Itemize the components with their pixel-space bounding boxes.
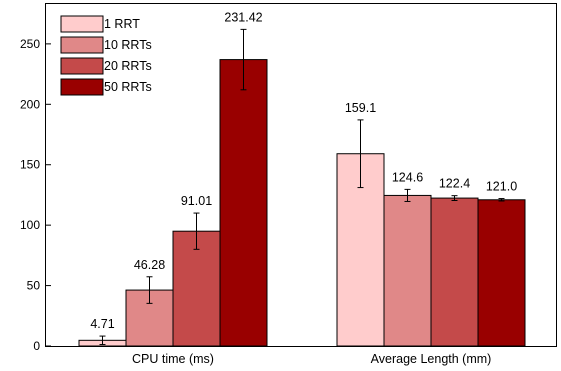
legend: 1 RRT 10 RRTs 20 RRTs 50 RRTs: [60, 15, 152, 96]
data-label: 91.01: [181, 194, 212, 208]
data-label: 46.28: [134, 258, 165, 272]
x-category-label: CPU time (ms): [132, 352, 214, 366]
y-tick-label: 150: [20, 158, 40, 172]
y-tick-label: 200: [20, 97, 40, 111]
x-axis: CPU time (ms) Average Length (mm): [132, 352, 491, 366]
bar: [477, 199, 526, 347]
data-label: 124.6: [392, 170, 423, 184]
bar: [430, 197, 479, 347]
legend-label: 50 RRTs: [104, 80, 152, 94]
y-tick-label: 50: [27, 279, 41, 293]
data-label: 159.1: [345, 101, 376, 115]
data-label: 231.42: [224, 10, 262, 24]
y-tick-label: 250: [20, 37, 40, 51]
bar: [219, 59, 268, 347]
y-axis: 0 50 100 150 200 250: [20, 37, 51, 353]
legend-label: 1 RRT: [104, 17, 140, 31]
legend-swatch: [60, 57, 104, 75]
plot-frame: [45, 3, 557, 347]
value-labels: 4.71 46.28 91.01 231.42 159.1 124.6 122.4 121.0: [90, 10, 517, 331]
data-label: 4.71: [90, 317, 114, 331]
legend-swatch: [60, 15, 104, 33]
x-category-label: Average Length (mm): [371, 352, 492, 366]
data-label: 121.0: [486, 180, 517, 194]
bar: [383, 194, 432, 347]
y-tick-label: 0: [33, 339, 40, 353]
legend-label: 10 RRTs: [104, 38, 152, 52]
y-tick-label: 100: [20, 218, 40, 232]
bars: [78, 59, 526, 347]
legend-label: 20 RRTs: [104, 59, 152, 73]
legend-swatch: [60, 78, 104, 96]
error-bars: [99, 28, 505, 346]
bar: [172, 230, 221, 347]
legend-swatch: [60, 36, 104, 54]
data-label: 122.4: [439, 177, 470, 191]
